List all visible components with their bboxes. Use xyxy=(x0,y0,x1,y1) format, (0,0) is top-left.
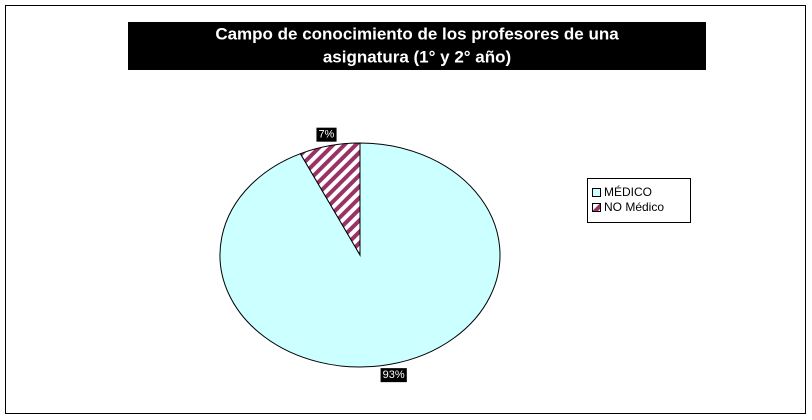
value-label: 93% xyxy=(383,369,405,381)
chart-title: asignatura (1° y 2° año) xyxy=(323,47,511,66)
value-label-bg xyxy=(380,368,407,383)
legend-label: MÉDICO xyxy=(604,184,652,199)
legend-label: NO Médico xyxy=(604,200,664,214)
title-background xyxy=(128,22,706,70)
chart-title: Campo de conocimiento de los profesores … xyxy=(215,24,619,43)
legend-box xyxy=(587,178,691,223)
legend-swatch xyxy=(592,203,601,212)
value-label-bg xyxy=(316,127,337,142)
legend-swatch xyxy=(592,188,601,197)
value-label: 7% xyxy=(318,129,334,141)
pie-slice xyxy=(299,142,361,257)
